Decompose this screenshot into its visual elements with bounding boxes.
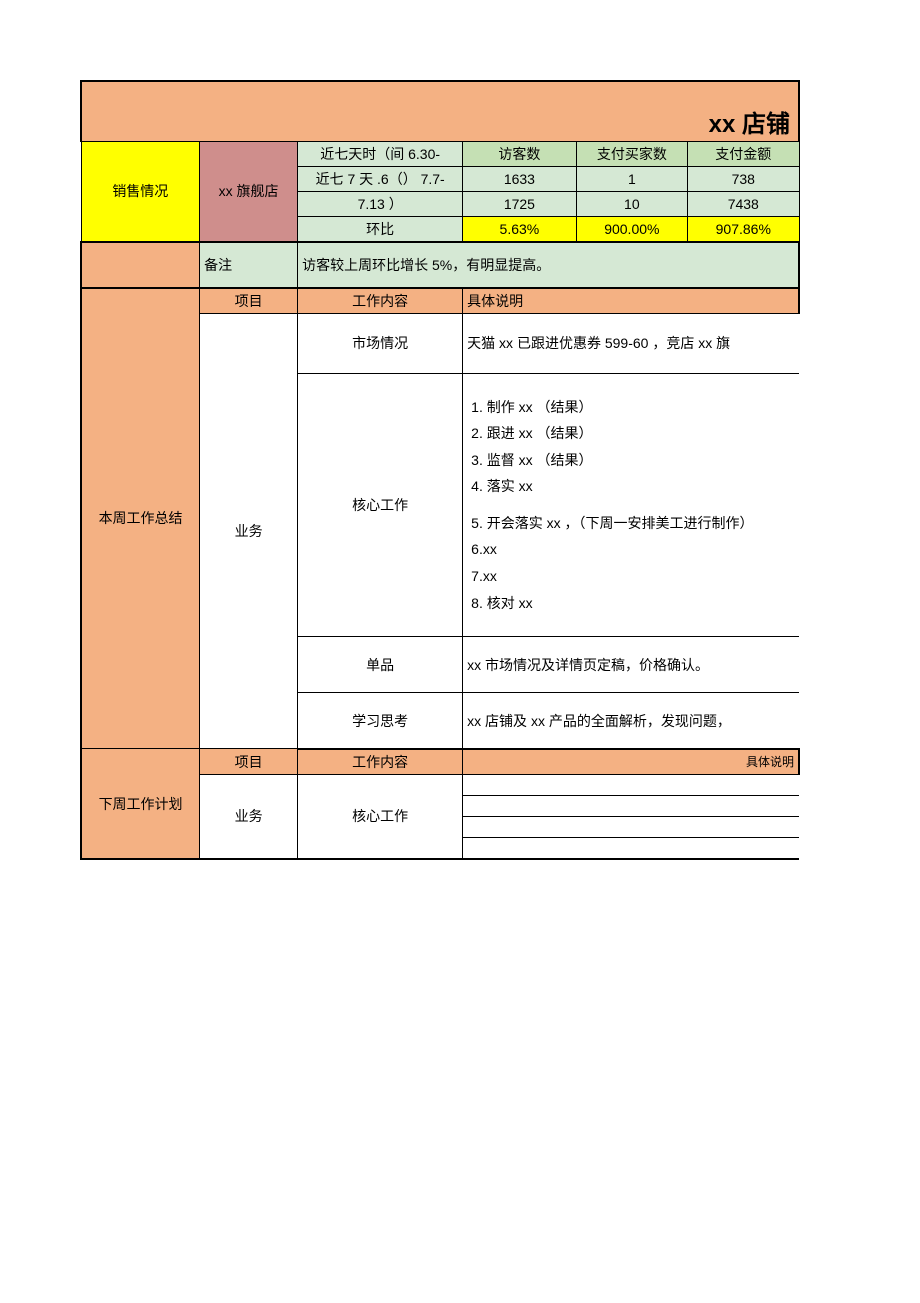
summary-header-row: 本周工作总结 项目 工作内容 具体说明 (81, 288, 799, 314)
sales-header-row: 销售情况 xx 旗舰店 近七天时（间 6.30- 访客数 支付买家数 支付金额 (81, 141, 799, 166)
plan-header-row: 下周工作计划 项目 工作内容 具体说明 (81, 749, 799, 775)
sales-header-buyers: 支付买家数 (576, 141, 687, 166)
note-text: 访客较上周环比增长 5%，有明显提高。 (298, 242, 799, 288)
plan-content-header: 工作内容 (298, 749, 463, 775)
plan-desc-header: 具体说明 (463, 749, 799, 775)
market-desc: 天猫 xx 已跟进优惠券 599-60 ，竞店 xx 旗 (463, 313, 799, 373)
summary-content-header: 工作内容 (298, 288, 463, 314)
item-content: 单品 (298, 637, 463, 693)
sales-header-period: 近七天时（间 6.30- (298, 141, 463, 166)
title-cell: xx 店铺 (81, 81, 799, 141)
buyers-1: 1 (576, 166, 687, 191)
sales-header-amount: 支付金额 (688, 141, 799, 166)
visitors-1: 1633 (463, 166, 576, 191)
summary-label: 本周工作总结 (81, 288, 200, 749)
plan-label: 下周工作计划 (81, 749, 200, 859)
core-desc: 1. 制作 xx （结果）2. 跟进 xx （结果）3. 监督 xx （结果）4… (463, 373, 799, 637)
sales-header-visitors: 访客数 (463, 141, 576, 166)
summary-project-header: 项目 (200, 288, 298, 314)
period-2: 7.13 ） (298, 191, 463, 216)
ratio-buyers: 900.00% (576, 216, 687, 242)
plan-empty-3 (463, 816, 799, 837)
market-content: 市场情况 (298, 313, 463, 373)
plan-project-header: 项目 (200, 749, 298, 775)
amount-1: 738 (688, 166, 799, 191)
report-sheet: xx 店铺 销售情况 xx 旗舰店 近七天时（间 6.30- 访客数 支付买家数… (80, 80, 800, 860)
ratio-amount: 907.86% (688, 216, 799, 242)
ratio-label: 环比 (298, 216, 463, 242)
plan-empty-2 (463, 795, 799, 816)
title-row: xx 店铺 (81, 81, 799, 141)
plan-empty-4 (463, 837, 799, 859)
summary-desc-header: 具体说明 (463, 288, 799, 314)
sales-note-row: 备注 访客较上周环比增长 5%，有明显提高。 (81, 242, 799, 288)
think-desc: xx 店铺及 xx 产品的全面解析，发现问题， (463, 693, 799, 749)
period-1: 近七 7 天 .6（） 7.7- (298, 166, 463, 191)
plan-empty-1 (463, 774, 799, 795)
amount-2: 7438 (688, 191, 799, 216)
think-content: 学习思考 (298, 693, 463, 749)
plan-core-label: 核心工作 (298, 774, 463, 859)
sales-label: 销售情况 (81, 141, 200, 242)
plan-business-label: 业务 (200, 774, 298, 859)
item-desc: xx 市场情况及详情页定稿，价格确认。 (463, 637, 799, 693)
visitors-2: 1725 (463, 191, 576, 216)
core-content: 核心工作 (298, 373, 463, 637)
buyers-2: 10 (576, 191, 687, 216)
main-table: xx 店铺 销售情况 xx 旗舰店 近七天时（间 6.30- 访客数 支付买家数… (80, 80, 800, 860)
note-label: 备注 (200, 242, 298, 288)
ratio-visitors: 5.63% (463, 216, 576, 242)
store-name: xx 旗舰店 (200, 141, 298, 242)
summary-business-label: 业务 (200, 313, 298, 749)
